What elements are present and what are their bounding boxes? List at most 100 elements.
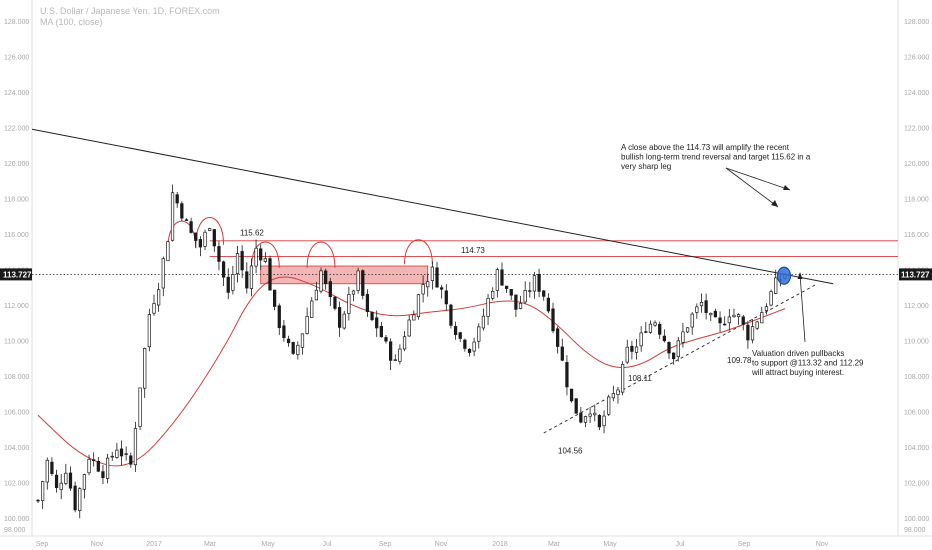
candle-body: [36, 499, 40, 502]
callout-bottom-text: to support @113.32 and 112.29: [752, 359, 864, 368]
arrow-head: [771, 200, 778, 207]
candles-layer: [36, 184, 787, 519]
candle-body: [732, 314, 736, 318]
candle-body: [514, 294, 518, 310]
x-tick-label: Jul: [676, 541, 685, 548]
level-annotation: 115.62: [240, 228, 264, 237]
x-tick-label: Nov: [91, 541, 104, 548]
candle-body: [579, 412, 583, 423]
candle-body: [286, 338, 291, 344]
candle-body: [528, 290, 532, 292]
candle-body: [713, 310, 718, 318]
candle-body: [166, 241, 170, 262]
candle-body: [426, 281, 430, 288]
y-tick-label-right: 108.000: [904, 374, 929, 381]
candle-body: [644, 331, 648, 333]
candle-body: [630, 345, 634, 352]
candle-body: [328, 281, 332, 298]
candle-body: [110, 455, 114, 458]
candle-body: [319, 270, 323, 292]
candle-body: [509, 289, 513, 296]
candle-body: [481, 315, 486, 329]
candle-body: [115, 449, 119, 458]
candle-body: [620, 363, 625, 393]
price-tag-right-text: 113.727: [901, 270, 930, 279]
x-tick-label: Mar: [548, 541, 561, 548]
x-tick-label: Sep: [36, 541, 49, 548]
candle-body: [263, 258, 267, 262]
candle-body: [277, 305, 281, 329]
candle-body: [588, 413, 592, 417]
candle-body: [310, 300, 314, 318]
candle-body: [690, 313, 694, 328]
x-tick-label: May: [603, 541, 617, 548]
candle-body: [54, 474, 59, 489]
candle-body: [774, 277, 778, 294]
candle-body: [532, 275, 537, 292]
candle-body: [648, 323, 653, 333]
candle-body: [685, 327, 690, 333]
candle-body: [45, 459, 49, 483]
candle-body: [384, 337, 388, 342]
candle-body: [333, 296, 337, 309]
candle-body: [189, 221, 193, 233]
candle-body: [184, 219, 189, 221]
x-tick-label: 2017: [146, 541, 162, 548]
candle-body: [324, 270, 328, 284]
candle-body: [143, 348, 147, 389]
y-tick-label-left: 98.000: [4, 527, 26, 534]
candle-body: [208, 228, 212, 231]
candle-body: [361, 270, 365, 296]
moving-average-layer: [37, 276, 786, 467]
candle-body: [249, 265, 254, 289]
candle-body: [662, 335, 666, 342]
level-annotation: 109.78: [727, 356, 752, 365]
arrow-head: [797, 272, 803, 279]
candle-body: [402, 336, 407, 350]
candle-body: [59, 482, 63, 491]
candle-body: [681, 331, 685, 343]
candle-body: [760, 312, 764, 324]
level-annotation: 108.11: [628, 374, 652, 383]
y-tick-label-left: 106.000: [4, 410, 29, 417]
callout-arrow: [725, 167, 779, 208]
candle-body: [625, 346, 629, 363]
candle-body: [593, 412, 597, 416]
candle-body: [347, 294, 351, 314]
chart-title: U.S. Dollar / Japanese Yen, 1D, FOREX.co…: [40, 6, 220, 16]
y-tick-label-left: 116.000: [4, 232, 29, 239]
candle-body: [314, 289, 319, 301]
arrow-head: [783, 185, 790, 190]
candle-body: [393, 359, 397, 361]
candle-body: [342, 313, 346, 329]
price-tag-right: [899, 268, 932, 281]
candle-body: [231, 274, 235, 291]
candle-body: [217, 246, 221, 262]
candle-body: [491, 290, 495, 299]
candle-body: [161, 258, 165, 289]
candle-body: [388, 341, 393, 361]
price-tag-left-text: 113.727: [3, 270, 32, 279]
drawings-layer: [31, 128, 898, 434]
x-axis: Sep Nov 2017 Mar May Jul Sep Nov 2018 Mar May Jul Se…: [36, 541, 829, 548]
candle-body: [203, 231, 207, 247]
candle-body: [569, 388, 574, 402]
candle-body: [750, 326, 755, 341]
candle-body: [764, 306, 769, 311]
indicator-label: MA (100, close): [40, 17, 103, 27]
moving-average-line: [37, 276, 786, 467]
candle-body: [467, 348, 472, 353]
candle-body: [556, 328, 560, 347]
candle-body: [672, 352, 676, 360]
y-tick-label-left: 110.000: [4, 339, 29, 346]
resistance-arc: [306, 241, 336, 268]
candle-body: [667, 341, 671, 354]
candle-body: [611, 393, 615, 399]
candle-body: [226, 276, 230, 293]
y-tick-label-left: 120.000: [4, 161, 29, 168]
candle-body: [337, 307, 342, 328]
candle-body: [407, 319, 411, 337]
candle-body: [170, 192, 175, 241]
